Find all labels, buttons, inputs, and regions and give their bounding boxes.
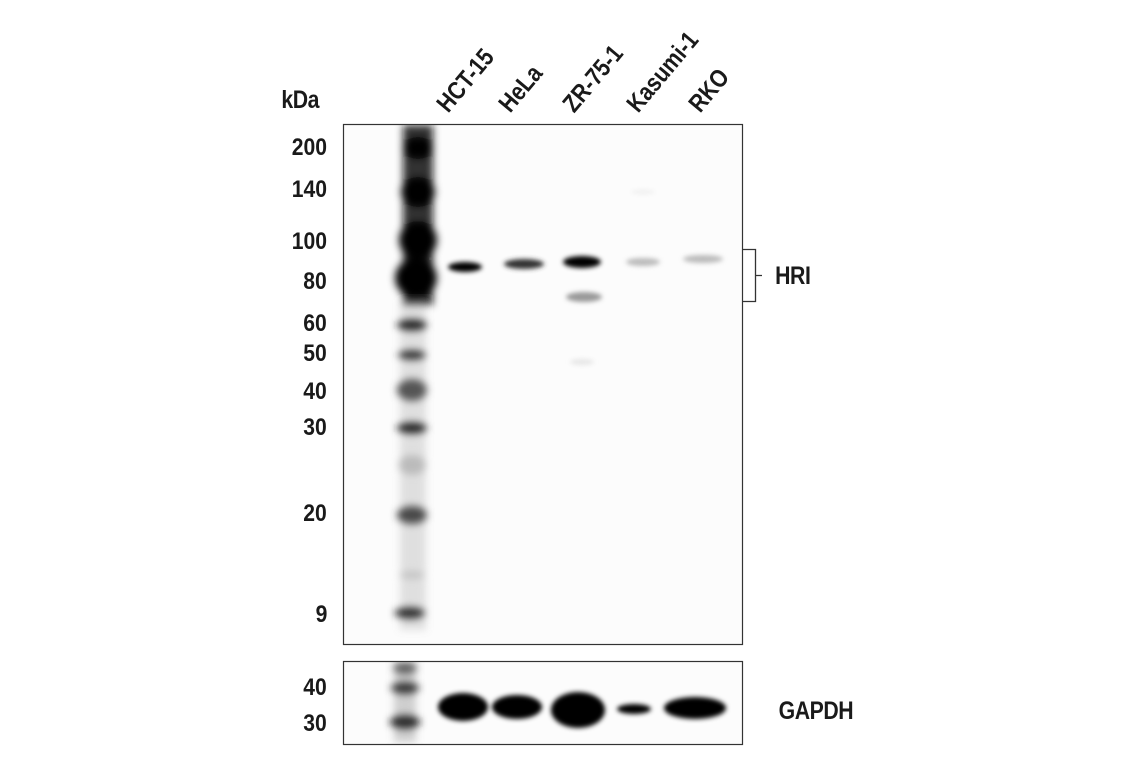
marker-label: 200 bbox=[291, 134, 327, 161]
band bbox=[448, 262, 482, 272]
marker-label: 40 bbox=[303, 674, 327, 701]
band bbox=[566, 292, 602, 302]
marker-label: 30 bbox=[303, 710, 327, 737]
band bbox=[683, 255, 723, 263]
band bbox=[492, 695, 542, 719]
band bbox=[626, 258, 660, 266]
target-bracket bbox=[743, 248, 762, 303]
marker-label: 80 bbox=[303, 268, 327, 295]
marker-label: 20 bbox=[303, 500, 327, 527]
band bbox=[664, 697, 726, 719]
band bbox=[551, 692, 605, 728]
control-label: GAPDH bbox=[778, 697, 854, 725]
marker-label: 9 bbox=[315, 601, 327, 628]
main-blot-panel bbox=[342, 123, 744, 646]
marker-label: 60 bbox=[303, 310, 327, 337]
control-blot-panel bbox=[342, 660, 744, 746]
marker-ladder bbox=[390, 662, 420, 742]
band bbox=[570, 359, 594, 365]
band bbox=[438, 693, 488, 721]
band bbox=[563, 256, 601, 268]
marker-label: 50 bbox=[303, 340, 327, 367]
marker-label: 100 bbox=[291, 228, 327, 255]
band bbox=[617, 704, 651, 714]
marker-label: 30 bbox=[303, 414, 327, 441]
marker-ladder bbox=[395, 125, 437, 630]
band bbox=[504, 259, 544, 269]
marker-label: 140 bbox=[291, 176, 327, 203]
marker-label: 40 bbox=[303, 378, 327, 405]
target-label: HRI bbox=[775, 262, 811, 290]
band bbox=[631, 190, 655, 194]
unit-label: kDa bbox=[281, 86, 320, 114]
